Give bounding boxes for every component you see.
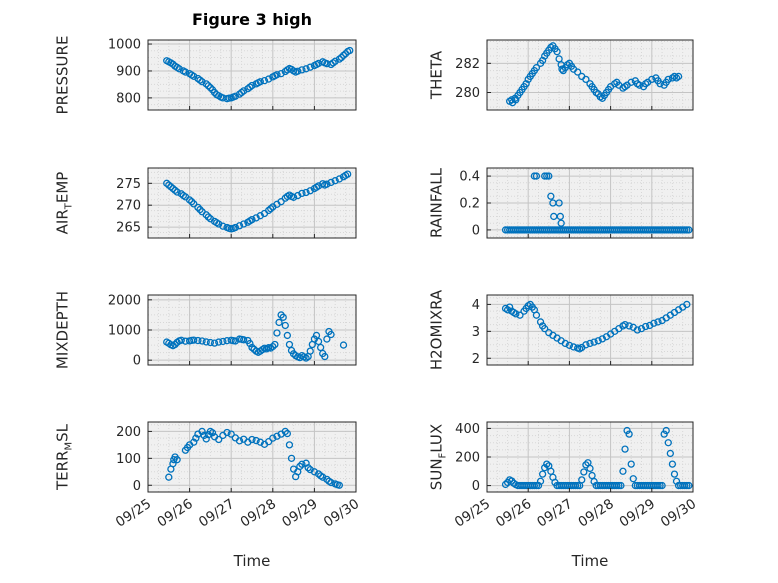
svg-text:09/29: 09/29 (279, 496, 320, 531)
ylabel-text: SL (53, 423, 72, 442)
svg-text:09/30: 09/30 (321, 496, 362, 531)
ylabel-subscript: T (63, 203, 75, 210)
svg-text:2000: 2000 (108, 293, 141, 308)
svg-text:282: 282 (455, 57, 480, 72)
svg-text:09/26: 09/26 (154, 496, 195, 531)
svg-text:200: 200 (116, 425, 141, 440)
air-temp-subplot: 265 270 275 (116, 167, 357, 239)
xlabel-time-left: Time (233, 552, 271, 570)
ylabel-air-temp: AIRTEMP (54, 172, 75, 235)
ylabel-text: PRESSURE (53, 35, 72, 115)
pressure-subplot: 800 900 1000 (108, 38, 357, 111)
svg-text:0: 0 (472, 479, 480, 494)
h2omixra-subplot: 2 3 4 (472, 294, 694, 367)
svg-text:800: 800 (116, 91, 141, 106)
mixdepth-subplot: 0 1000 2000 (108, 293, 357, 369)
ylabel-text: TERR (53, 450, 72, 491)
ylabel-text: MIXDEPTH (53, 290, 72, 370)
svg-text:400: 400 (455, 422, 480, 437)
svg-text:270: 270 (116, 199, 141, 214)
svg-text:0.4: 0.4 (459, 170, 480, 185)
theta-subplot: 280 282 (455, 39, 694, 111)
svg-text:900: 900 (116, 65, 141, 80)
svg-text:1000: 1000 (108, 38, 141, 53)
svg-text:09/25: 09/25 (452, 496, 493, 531)
svg-text:0: 0 (133, 354, 141, 369)
svg-text:09/29: 09/29 (617, 496, 658, 531)
svg-text:09/25: 09/25 (113, 496, 154, 531)
svg-text:0.2: 0.2 (459, 197, 480, 212)
svg-text:09/30: 09/30 (658, 496, 699, 531)
svg-text:275: 275 (116, 177, 141, 192)
sun-flux-subplot: 0 200 400 09/25 09/26 09/27 09/28 09/29 09/30 (452, 421, 699, 531)
ylabel-text: AIR (53, 209, 72, 235)
svg-text:265: 265 (116, 221, 141, 236)
rainfall-subplot: 0 0.2 0.4 (459, 167, 694, 239)
svg-text:2: 2 (472, 352, 480, 367)
svg-text:4: 4 (472, 298, 480, 313)
xlabel-time-right: Time (571, 552, 609, 570)
svg-text:09/28: 09/28 (238, 496, 279, 531)
figure-title: Figure 3 high (192, 10, 312, 29)
ylabel-mixdepth: MIXDEPTH (54, 291, 75, 369)
svg-text:09/27: 09/27 (196, 496, 237, 531)
ylabel-terr-msl: TERRMSL (54, 424, 75, 490)
ylabel-text: EMP (53, 171, 72, 204)
svg-text:09/28: 09/28 (575, 496, 616, 531)
svg-text:280: 280 (455, 86, 480, 101)
svg-text:0: 0 (133, 479, 141, 494)
svg-text:3: 3 (472, 325, 480, 340)
ylabel-pressure: PRESSURE (54, 36, 75, 115)
terr-msl-subplot: 0 100 200 09/25 09/26 09/27 09/28 09/29 09/30 (113, 421, 362, 531)
svg-text:200: 200 (455, 451, 480, 466)
svg-text:1000: 1000 (108, 324, 141, 339)
svg-text:0: 0 (472, 223, 480, 238)
ylabel-subscript: M (63, 441, 75, 451)
svg-text:09/26: 09/26 (493, 496, 534, 531)
svg-text:09/27: 09/27 (534, 496, 575, 531)
svg-text:100: 100 (116, 452, 141, 467)
